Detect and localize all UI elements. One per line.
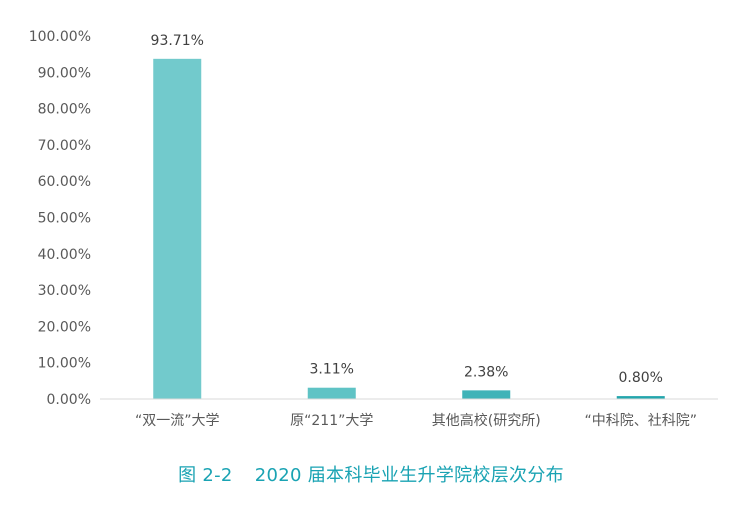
category-label: “中科院、社科院”	[584, 413, 697, 429]
data-label: 0.80%	[619, 370, 663, 386]
y-tick-label: 0.00%	[47, 392, 91, 408]
y-tick-label: 30.00%	[38, 283, 91, 299]
y-tick-label: 70.00%	[38, 138, 91, 154]
y-tick-label: 50.00%	[38, 211, 91, 227]
bar	[616, 396, 665, 399]
y-tick-label: 100.00%	[29, 29, 91, 45]
y-axis: 0.00% 10.00% 20.00% 30.00% 40.00% 50.00% 60.00…	[29, 29, 91, 408]
category-label: 其他高校(研究所)	[432, 412, 541, 429]
x-axis: “双一流”大学 原“211”大学 其他高校(研究所) “中科院、社科院”	[100, 398, 718, 429]
bar	[153, 58, 202, 399]
bar	[462, 390, 511, 399]
bars	[153, 58, 665, 399]
y-tick-label: 60.00%	[38, 174, 91, 190]
figure-title: 2020 届本科毕业生升学院校层次分布	[254, 465, 564, 486]
category-label: “双一流”大学	[135, 413, 220, 429]
y-tick-label: 20.00%	[38, 319, 91, 335]
data-labels: 93.71% 3.11% 2.38% 0.80%	[151, 33, 663, 386]
data-label: 3.11%	[310, 362, 354, 378]
data-label: 93.71%	[151, 33, 204, 49]
figure-number: 图 2-2	[178, 465, 233, 486]
y-tick-label: 40.00%	[38, 247, 91, 263]
data-label: 2.38%	[464, 364, 508, 380]
category-label: 原“211”大学	[290, 413, 373, 429]
y-tick-label: 80.00%	[38, 102, 91, 118]
bar	[307, 387, 356, 399]
y-tick-label: 90.00%	[38, 65, 91, 81]
y-tick-label: 10.00%	[38, 356, 91, 372]
bar-chart: 0.00% 10.00% 20.00% 30.00% 40.00% 50.00% 60.00…	[29, 29, 718, 429]
figure-caption: 图 2-2 2020 届本科毕业生升学院校层次分布	[0, 461, 742, 487]
